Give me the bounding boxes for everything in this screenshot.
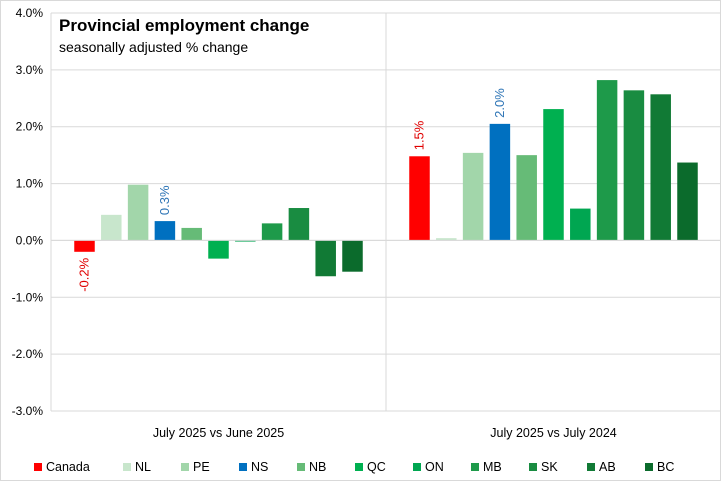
data-label-ns: 0.3% xyxy=(157,185,172,215)
legend-entry-mb: MB xyxy=(483,460,502,474)
legend-swatch-ns xyxy=(239,463,247,471)
bar-on xyxy=(235,240,256,242)
legend-swatch-bc xyxy=(645,463,653,471)
bar-qc xyxy=(543,109,564,241)
legend-swatch-nb xyxy=(297,463,305,471)
x-category-label: July 2025 vs July 2024 xyxy=(490,426,617,440)
bar-sk xyxy=(288,208,310,241)
legend-swatch-on xyxy=(413,463,421,471)
y-tick-label: 3.0% xyxy=(16,63,44,77)
axes: -3.0% -2.0% -1.0% 0.0% 1.0% 2.0% 3.0% 4.0% July … xyxy=(12,6,721,440)
data-label-canada: -0.2% xyxy=(77,257,92,291)
data-labels: -0.2% 0.3% 1.5% 2.0% xyxy=(77,88,507,292)
y-tick-label: -2.0% xyxy=(12,347,44,361)
bar-ns xyxy=(154,221,176,241)
bar-bc xyxy=(342,240,363,272)
bar-nb xyxy=(181,227,202,241)
legend-entry-nb: NB xyxy=(309,460,326,474)
bar-mb xyxy=(596,80,618,241)
legend-entry-bc: BC xyxy=(657,460,674,474)
chart-subtitle: seasonally adjusted % change xyxy=(59,39,248,55)
bar-sk xyxy=(623,90,645,241)
bar-on xyxy=(570,208,591,241)
bar-ab xyxy=(315,240,336,277)
legend-entry-ab: AB xyxy=(599,460,616,474)
data-label-ns: 2.0% xyxy=(492,88,507,118)
bars xyxy=(74,80,698,277)
legend-swatch-qc xyxy=(355,463,363,471)
legend-entry-pe: PE xyxy=(193,460,210,474)
legend-entry-sk: SK xyxy=(541,460,558,474)
legend: Canada NL PE NS NB QC ON MB SK AB BC xyxy=(34,460,674,474)
bar-canada xyxy=(74,240,95,252)
legend-swatch-canada xyxy=(34,463,42,471)
chart-title: Provincial employment change xyxy=(59,16,309,35)
y-tick-label: 2.0% xyxy=(16,120,44,134)
bar-bc xyxy=(677,162,698,241)
legend-swatch-ab xyxy=(587,463,595,471)
legend-entry-canada: Canada xyxy=(46,460,90,474)
bar-mb xyxy=(261,223,283,241)
bar-qc xyxy=(208,240,229,259)
data-label-canada: 1.5% xyxy=(412,120,427,150)
legend-swatch-nl xyxy=(123,463,131,471)
y-tick-label: 4.0% xyxy=(16,6,44,20)
y-tick-label: 1.0% xyxy=(16,177,44,191)
y-tick-label: -1.0% xyxy=(12,290,44,304)
bar-pe xyxy=(462,152,484,241)
bar-nb xyxy=(516,155,537,241)
bar-nl xyxy=(436,238,457,241)
legend-swatch-pe xyxy=(181,463,189,471)
legend-entry-nl: NL xyxy=(135,460,151,474)
y-tick-label: 0.0% xyxy=(16,233,44,247)
legend-entry-on: ON xyxy=(425,460,444,474)
bar-nl xyxy=(101,214,122,241)
x-category-label: July 2025 vs June 2025 xyxy=(153,426,284,440)
legend-entry-ns: NS xyxy=(251,460,268,474)
legend-swatch-sk xyxy=(529,463,537,471)
legend-swatch-mb xyxy=(471,463,479,471)
bar-canada xyxy=(409,156,430,241)
bar-ns xyxy=(489,123,511,241)
y-tick-label: -3.0% xyxy=(12,404,44,418)
bar-pe xyxy=(127,184,149,241)
legend-entry-qc: QC xyxy=(367,460,386,474)
bar-ab xyxy=(650,94,671,241)
